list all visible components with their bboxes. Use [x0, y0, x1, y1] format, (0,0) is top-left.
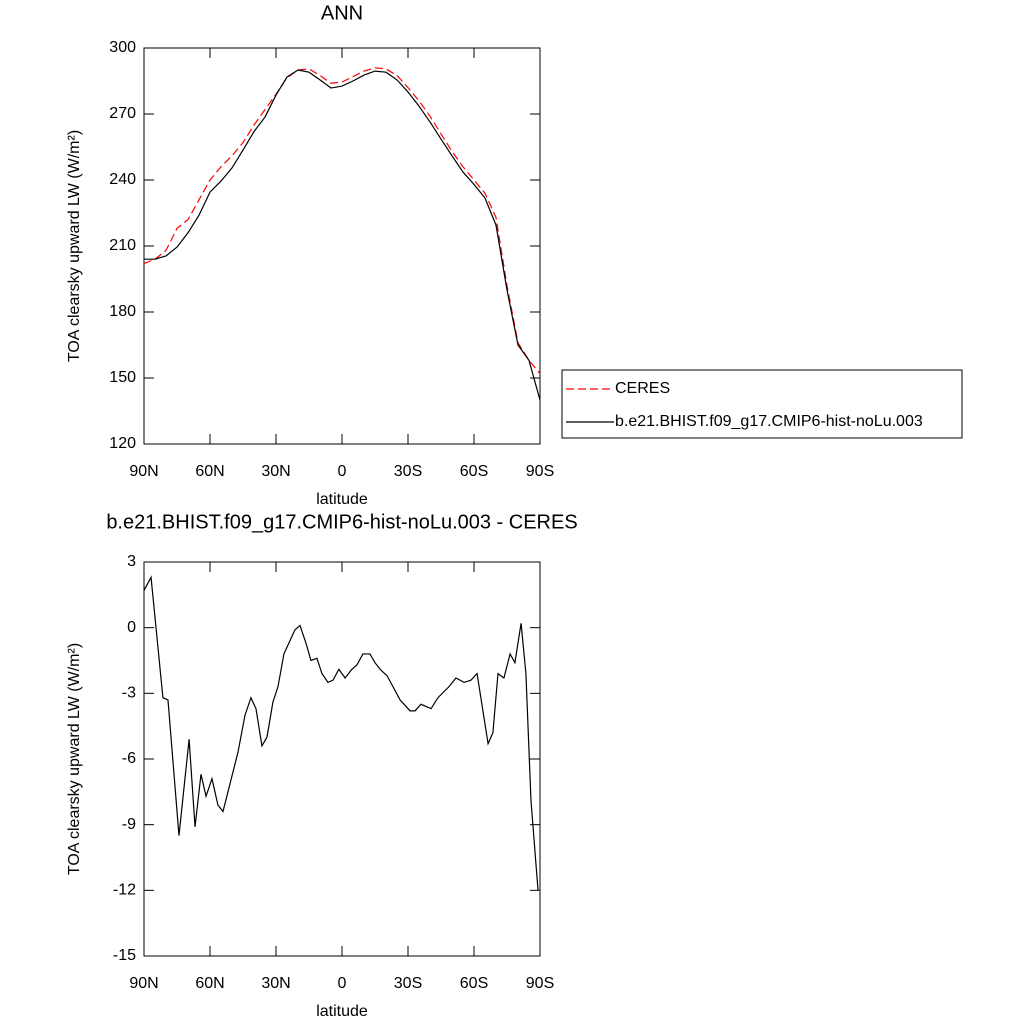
data-line	[143, 575, 539, 891]
x-tick-label: 0	[338, 975, 347, 992]
data-line	[143, 67, 541, 374]
x-tick-label: 90S	[526, 463, 554, 480]
x-tick-label: 90S	[526, 975, 554, 992]
legend-label: CERES	[615, 380, 670, 397]
y-tick-label: 0	[127, 619, 136, 636]
y-axis-label: TOA clearsky upward LW (W/m²)	[66, 643, 83, 875]
x-tick-label: 60S	[460, 975, 488, 992]
y-tick-label: 150	[109, 369, 136, 386]
x-tick-label: 90N	[129, 463, 158, 480]
legend-box	[561, 369, 963, 439]
chart-title: ANN	[321, 2, 363, 24]
y-tick-label: 240	[109, 171, 136, 188]
y-tick-label: 3	[127, 553, 136, 570]
x-axis-label: latitude	[316, 1003, 368, 1020]
plot-frame	[143, 561, 541, 957]
x-tick-label: 60N	[195, 463, 224, 480]
x-tick-label: 90N	[129, 975, 158, 992]
y-tick-label: 300	[109, 39, 136, 56]
y-tick-label: -3	[122, 685, 136, 702]
y-tick-label: -12	[113, 882, 136, 899]
x-tick-label: 60N	[195, 975, 224, 992]
y-tick-label: -9	[122, 816, 136, 833]
y-tick-label: 210	[109, 237, 136, 254]
chart-title: b.e21.BHIST.f09_g17.CMIP6-hist-noLu.003 …	[106, 511, 577, 533]
y-tick-label: 270	[109, 105, 136, 122]
y-tick-label: -6	[122, 750, 136, 767]
legend-label: b.e21.BHIST.f09_g17.CMIP6-hist-noLu.003	[615, 413, 923, 430]
x-tick-label: 30N	[261, 975, 290, 992]
x-tick-label: 30S	[394, 975, 422, 992]
y-tick-label: 120	[109, 435, 136, 452]
y-tick-label: -15	[113, 947, 136, 964]
x-axis-label: latitude	[316, 491, 368, 508]
x-tick-label: 0	[338, 463, 347, 480]
y-axis-label: TOA clearsky upward LW (W/m²)	[66, 130, 83, 362]
x-tick-label: 30S	[394, 463, 422, 480]
plot-frame	[143, 47, 541, 445]
y-tick-label: 180	[109, 303, 136, 320]
x-tick-label: 60S	[460, 463, 488, 480]
data-line	[144, 69, 541, 401]
x-tick-label: 30N	[261, 463, 290, 480]
